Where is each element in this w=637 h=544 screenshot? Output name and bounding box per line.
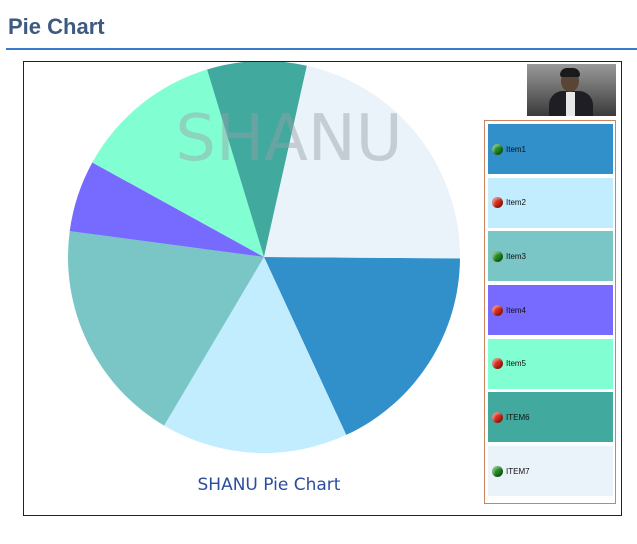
legend-label: ITEM6	[506, 412, 530, 422]
pie-slice-item2	[164, 257, 347, 453]
legend-label: Item5	[506, 359, 527, 369]
legend-label: Item2	[506, 198, 527, 208]
pie-slice-item1	[264, 257, 460, 435]
legend-item-item7: ITEM7	[488, 446, 613, 497]
legend-label: Item4	[506, 305, 527, 315]
status-down-icon	[492, 411, 503, 423]
status-up-icon	[492, 250, 503, 262]
chart-frame: SHANU SHANU Pie Chart Item1 Item2 Item3 Item…	[23, 61, 622, 516]
chart-legend: Item1 Item2 Item3 Item4 Item5 ITEM6 ITEM7	[484, 120, 616, 504]
legend-label: ITEM7	[506, 466, 530, 476]
legend-label: Item1	[506, 144, 527, 154]
pie-slice-item4	[69, 162, 264, 257]
legend-item-item6: ITEM6	[488, 392, 613, 443]
legend-item-item2: Item2	[488, 177, 613, 228]
status-down-icon	[492, 197, 503, 209]
legend-item-item4: Item4	[488, 285, 613, 336]
pie-slice-item7	[264, 65, 460, 259]
pie-chart: SHANU SHANU Pie Chart	[68, 62, 460, 495]
title-divider	[6, 48, 637, 50]
pie-slice-item3	[68, 231, 264, 426]
status-down-icon	[492, 304, 503, 316]
chart-title: SHANU Pie Chart	[198, 475, 341, 495]
chart-watermark: SHANU	[175, 102, 402, 176]
page-title: Pie Chart	[8, 14, 105, 39]
pie-slice-item6	[207, 62, 307, 257]
legend-item-item1: Item1	[488, 124, 613, 174]
status-down-icon	[492, 358, 503, 370]
legend-item-item3: Item3	[488, 231, 613, 282]
avatar	[527, 64, 616, 116]
pie-slice-item5	[92, 69, 265, 257]
status-up-icon	[492, 465, 503, 477]
legend-item-item5: Item5	[488, 338, 613, 389]
legend-label: Item3	[506, 251, 527, 261]
status-up-icon	[492, 143, 503, 155]
